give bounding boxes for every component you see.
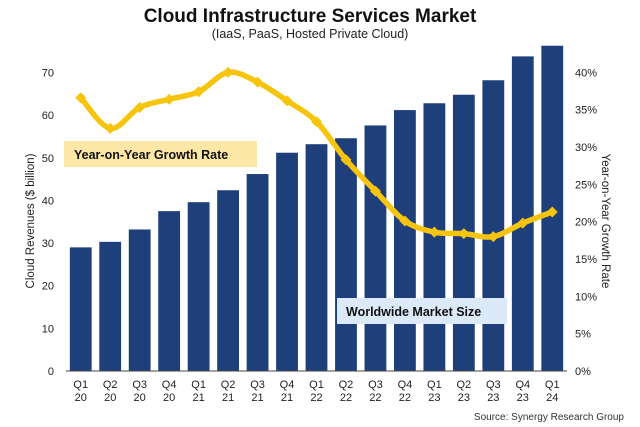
market-size-bar bbox=[482, 80, 505, 371]
x-tick-quarter: Q2 bbox=[221, 379, 236, 391]
x-tick-quarter: Q4 bbox=[280, 379, 295, 391]
growth-rate-marker bbox=[487, 231, 499, 243]
market-size-bar bbox=[69, 247, 92, 371]
x-tick-quarter: Q2 bbox=[103, 379, 118, 391]
x-tick-year: 22 bbox=[399, 392, 411, 404]
x-tick-year: 20 bbox=[104, 392, 116, 404]
growth-rate-marker bbox=[163, 93, 175, 105]
right-tick-label: 30% bbox=[575, 142, 597, 154]
right-tick-label: 35% bbox=[575, 105, 597, 117]
market-size-label: Worldwide Market Size bbox=[346, 305, 481, 319]
x-tick-quarter: Q1 bbox=[427, 379, 442, 391]
x-tick-quarter: Q3 bbox=[250, 379, 265, 391]
market-size-bar bbox=[158, 211, 181, 371]
x-axis-ticks: Q120Q220Q320Q420Q121Q221Q321Q421Q122Q222… bbox=[73, 379, 559, 404]
market-size-bar bbox=[276, 152, 298, 371]
x-tick-quarter: Q2 bbox=[457, 379, 472, 391]
growth-rate-marker bbox=[104, 122, 116, 134]
growth-rate-marker bbox=[546, 206, 558, 218]
x-tick-year: 21 bbox=[222, 392, 234, 404]
market-size-bar bbox=[128, 229, 151, 371]
right-tick-label: 40% bbox=[575, 67, 597, 79]
right-tick-label: 5% bbox=[575, 329, 591, 341]
growth-rate-marker bbox=[222, 66, 234, 78]
x-tick-quarter: Q3 bbox=[132, 379, 147, 391]
x-tick-year: 23 bbox=[487, 392, 499, 404]
market-size-bar bbox=[364, 125, 387, 371]
x-tick-year: 22 bbox=[369, 392, 381, 404]
growth-rate-marker bbox=[311, 116, 322, 128]
x-tick-quarter: Q1 bbox=[73, 379, 88, 391]
growth-rate-marker bbox=[517, 217, 529, 229]
growth-rate-label: Year-on-Year Growth Rate bbox=[74, 148, 228, 162]
growth-rate-marker bbox=[428, 226, 440, 238]
x-tick-year: 24 bbox=[546, 392, 558, 404]
x-tick-year: 23 bbox=[517, 392, 529, 404]
x-tick-year: 22 bbox=[310, 392, 322, 404]
growth-rate-marker bbox=[134, 101, 146, 113]
growth-rate-marker bbox=[369, 185, 381, 197]
market-size-bar bbox=[187, 202, 210, 371]
right-tick-label: 20% bbox=[575, 217, 597, 229]
right-tick-label: 10% bbox=[575, 291, 597, 303]
x-tick-year: 20 bbox=[134, 392, 146, 404]
x-tick-quarter: Q3 bbox=[486, 379, 501, 391]
left-tick-label: 50 bbox=[42, 153, 54, 165]
x-tick-quarter: Q2 bbox=[339, 379, 354, 391]
right-tick-label: 25% bbox=[575, 179, 597, 191]
source-note: Source: Synergy Research Group bbox=[474, 412, 625, 423]
left-axis-label: Cloud Revenues ($ billion) bbox=[25, 153, 37, 288]
right-tick-label: 0% bbox=[575, 366, 591, 378]
left-tick-label: 30 bbox=[42, 238, 54, 250]
market-size-bar bbox=[246, 174, 269, 371]
left-tick-label: 20 bbox=[42, 281, 54, 293]
growth-rate-marker bbox=[340, 154, 352, 166]
market-size-bar bbox=[217, 190, 239, 371]
growth-line-series bbox=[75, 66, 558, 243]
x-tick-year: 22 bbox=[340, 392, 352, 404]
market-size-label-box bbox=[337, 298, 507, 324]
left-tick-label: 70 bbox=[42, 68, 54, 80]
x-tick-quarter: Q1 bbox=[191, 379, 206, 391]
market-size-bar bbox=[99, 241, 122, 371]
x-tick-quarter: Q3 bbox=[368, 379, 383, 391]
left-tick-label: 60 bbox=[42, 110, 54, 122]
right-tick-label: 15% bbox=[575, 254, 597, 266]
growth-rate-label-box bbox=[64, 141, 257, 167]
x-tick-quarter: Q4 bbox=[398, 379, 413, 391]
x-tick-year: 23 bbox=[428, 392, 440, 404]
x-tick-quarter: Q4 bbox=[162, 379, 177, 391]
growth-rate-marker bbox=[75, 92, 87, 104]
x-tick-quarter: Q1 bbox=[309, 379, 324, 391]
growth-rate-marker bbox=[458, 228, 470, 240]
growth-rate-marker bbox=[252, 76, 264, 88]
x-tick-year: 20 bbox=[75, 392, 87, 404]
market-size-bar bbox=[305, 144, 328, 371]
x-tick-year: 21 bbox=[281, 392, 293, 404]
x-tick-quarter: Q4 bbox=[515, 379, 530, 391]
chart-subtitle: (IaaS, PaaS, Hosted Private Cloud) bbox=[212, 27, 409, 41]
market-size-bar bbox=[335, 138, 357, 371]
left-tick-label: 0 bbox=[48, 366, 54, 378]
x-tick-year: 21 bbox=[192, 392, 204, 404]
left-axis-ticks: 0 10 20 30 40 50 60 70 bbox=[42, 68, 54, 378]
left-tick-label: 40 bbox=[42, 195, 54, 207]
left-tick-label: 10 bbox=[42, 323, 54, 335]
right-axis-ticks: 0% 5% 10% 15% 20% 25% 30% 35% 40% bbox=[575, 67, 597, 378]
x-tick-year: 21 bbox=[251, 392, 263, 404]
right-axis-label: Year-on-Year Growth Rate bbox=[599, 154, 611, 289]
growth-rate-marker bbox=[281, 95, 293, 107]
x-tick-quarter: Q1 bbox=[545, 379, 560, 391]
chart-title: Cloud Infrastructure Services Market bbox=[144, 6, 477, 27]
x-tick-year: 20 bbox=[163, 392, 175, 404]
market-size-bar bbox=[511, 56, 534, 371]
x-tick-year: 23 bbox=[458, 392, 470, 404]
growth-rate-marker bbox=[193, 86, 205, 98]
growth-rate-marker bbox=[399, 215, 411, 227]
market-size-bar bbox=[394, 110, 416, 371]
